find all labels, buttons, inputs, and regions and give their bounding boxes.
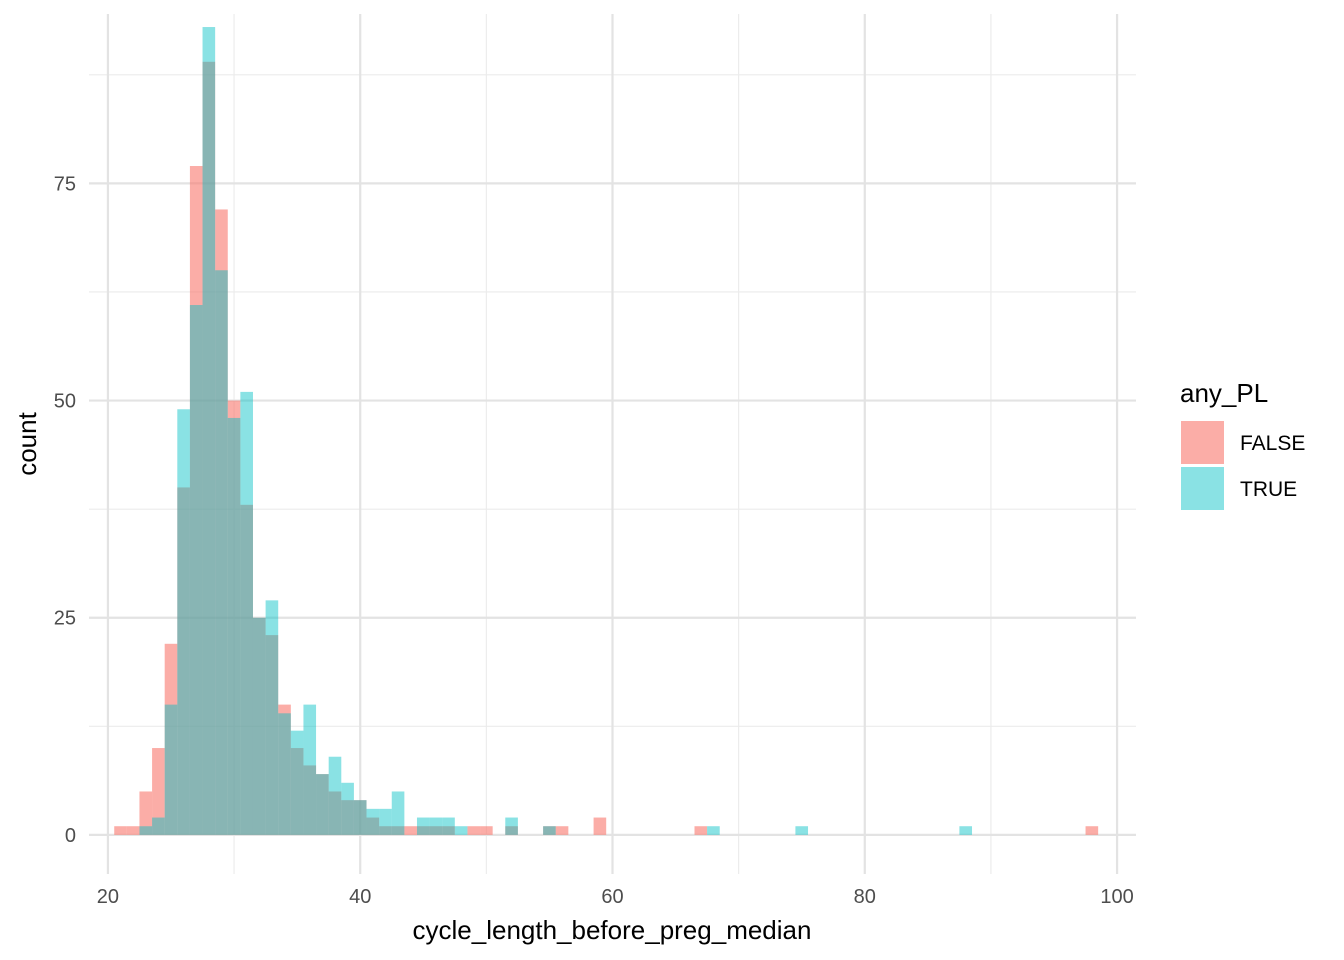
x-axis-title: cycle_length_before_preg_median [413, 915, 812, 945]
y-tick-label: 50 [54, 391, 76, 413]
histogram-bar-true [164, 704, 178, 835]
histogram-bar-true [240, 391, 253, 835]
histogram-bar-true [278, 713, 291, 835]
histogram-bar-true [177, 409, 190, 835]
x-tick-label: 40 [349, 886, 371, 908]
series-true-bars [139, 27, 973, 835]
histogram-bar-true [959, 826, 973, 835]
histogram-bar-true [328, 756, 342, 835]
x-tick-label: 100 [1100, 886, 1133, 908]
histogram-bar-true [215, 270, 228, 835]
y-tick-label: 25 [54, 608, 76, 630]
histogram-bar-false [379, 826, 392, 835]
histogram-bar-true [139, 826, 153, 835]
histogram-bar-true [416, 817, 430, 835]
histogram-bar-false [543, 826, 556, 835]
histogram-bar-true [429, 817, 443, 835]
histogram-bar-true [303, 704, 317, 835]
histogram-bar-true [227, 417, 241, 835]
histogram-bar-true [152, 817, 165, 835]
histogram-bar-false [480, 826, 493, 835]
histogram-bar-false [227, 400, 241, 835]
histogram-bar-false [328, 791, 342, 835]
histogram-bar-false [152, 748, 165, 835]
grid-lines [89, 14, 1136, 874]
histogram-bar-true [442, 817, 455, 835]
histogram-bar-true [379, 808, 392, 835]
histogram-bar-false [429, 826, 443, 835]
histogram-bar-false [404, 826, 417, 835]
histogram-bar-true [252, 617, 266, 835]
histogram-bar-false [341, 800, 354, 835]
histogram-bar-true [391, 791, 405, 835]
histogram-bar-false [555, 826, 569, 835]
histogram-bar-false [202, 61, 216, 835]
histogram-bar-false [366, 817, 380, 835]
histogram-bar-false [278, 704, 291, 835]
x-tick-label: 20 [97, 886, 119, 908]
histogram-bar-false [164, 643, 178, 835]
histogram-bar-false [442, 826, 455, 835]
histogram-bar-true [707, 826, 720, 835]
legend-swatch-false [1181, 421, 1224, 464]
histogram-bar-true [316, 774, 329, 835]
legend-label-false: FALSE [1240, 432, 1305, 455]
histogram-bar-false [593, 817, 607, 835]
histogram-bar-false [189, 166, 203, 835]
legend-title: any_PL [1180, 378, 1268, 408]
legend-swatch-true [1181, 467, 1224, 510]
y-tick-label: 0 [65, 825, 76, 847]
histogram-bar-true [341, 782, 354, 835]
y-tick-label: 75 [54, 173, 76, 195]
histogram-bar-true [290, 730, 304, 835]
histogram-bar-true [202, 27, 216, 835]
histogram-bar-false [303, 765, 317, 835]
y-axis-title: count [12, 411, 42, 475]
histogram-bar-false [252, 617, 266, 835]
histogram-bar-false [467, 826, 481, 835]
histogram-bar-false [416, 826, 430, 835]
x-axis-ticks: 20 40 60 80 100 [97, 886, 1134, 908]
histogram-bar-false [505, 826, 518, 835]
x-tick-label: 60 [601, 886, 623, 908]
histogram-bar-true [505, 817, 518, 835]
histogram-bar-false [353, 800, 367, 835]
histogram-bar-false [114, 826, 127, 835]
histogram-bar-false [290, 748, 304, 835]
series-false-bars [114, 61, 1099, 835]
histogram-bar-true [189, 305, 203, 835]
histogram-bar-true [265, 600, 279, 835]
histogram-bar-false [240, 504, 253, 835]
histogram-bar-false [316, 774, 329, 835]
histogram-bar-true [353, 800, 367, 835]
histogram-bar-false [126, 826, 140, 835]
legend: any_PL FALSE TRUE [1180, 378, 1305, 510]
histogram-bar-false [265, 635, 279, 835]
y-axis-ticks: 0 25 50 75 [54, 173, 76, 847]
histogram-bar-false [177, 487, 190, 835]
histogram-bar-true [795, 826, 809, 835]
legend-label-true: TRUE [1240, 478, 1297, 501]
histogram-bar-true [543, 826, 556, 835]
x-tick-label: 80 [854, 886, 876, 908]
histogram-bar-false [694, 826, 708, 835]
histogram-bar-true [454, 826, 468, 835]
histogram-bar-false [139, 791, 153, 835]
histogram-bar-false [1085, 826, 1099, 835]
histogram-bar-false [391, 826, 405, 835]
histogram-bar-true [366, 808, 380, 835]
histogram-bar-false [215, 209, 228, 835]
